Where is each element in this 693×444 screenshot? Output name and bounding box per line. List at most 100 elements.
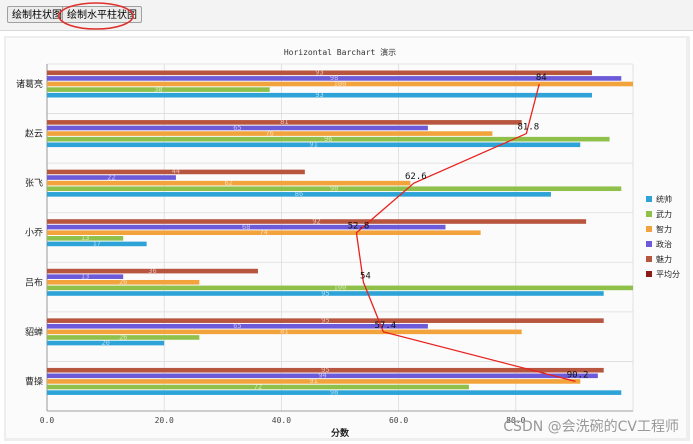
bar-value-label: 91 [309, 141, 317, 149]
bar-value-label: 72 [254, 383, 262, 391]
bar-value-label: 100 [334, 80, 347, 88]
category-label: 曹操 [25, 375, 43, 387]
bar-value-label: 81 [280, 328, 288, 336]
average-value-label: 90.2 [567, 370, 589, 380]
bar-value-label: 76 [265, 129, 273, 137]
bar-智力 [47, 180, 411, 186]
bar-value-label: 86 [295, 190, 303, 198]
bar-value-label: 95 [321, 366, 329, 374]
bar-政治 [47, 125, 428, 131]
bar-政治 [47, 323, 428, 329]
bar-统帅 [47, 291, 604, 296]
bar-value-label: 92 [312, 217, 320, 225]
bar-value-label: 74 [260, 229, 268, 237]
bar-政治 [47, 175, 176, 180]
average-value-label: 81.8 [518, 123, 540, 133]
category-label: 赵云 [25, 128, 43, 140]
legend-swatch [646, 256, 652, 262]
bar-魅力 [47, 70, 592, 76]
category-label: 吕布 [25, 276, 43, 288]
legend-swatch [646, 241, 652, 247]
bar-统帅 [47, 241, 147, 247]
category-label: 貂蝉 [25, 326, 43, 338]
bar-统帅 [47, 192, 551, 197]
chart-container: Horizontal Barchart 演示 0.0 20.0 40.0 60.0 80.… [6, 38, 686, 438]
average-value-label: 84 [536, 73, 547, 83]
x-tick-label: 80.0 [506, 416, 525, 425]
bar-武力 [47, 236, 124, 241]
bar-政治 [47, 373, 598, 379]
legend-swatch [646, 226, 652, 232]
bar-统帅 [47, 142, 581, 148]
bar-魅力 [47, 318, 604, 323]
average-line [355, 83, 576, 383]
bar-value-label: 17 [93, 240, 101, 248]
bar-value-label: 93 [315, 91, 323, 99]
average-value-label: 54 [360, 271, 371, 281]
chart-title: Horizontal Barchart 演示 [284, 47, 396, 57]
bar-value-label: 44 [172, 168, 180, 176]
bar-智力 [47, 379, 581, 384]
legend-swatch [646, 211, 652, 217]
bar-value-label: 26 [119, 278, 127, 286]
bar-value-label: 93 [315, 69, 323, 77]
bar-value-label: 26 [119, 333, 127, 341]
category-label: 诸葛亮 [16, 78, 43, 90]
bar-武力 [47, 136, 610, 142]
bar-政治 [47, 76, 622, 81]
x-tick-label: 40.0 [272, 416, 291, 425]
bar-value-label: 20 [101, 339, 109, 347]
legend-label: 政治 [656, 239, 672, 249]
bar-魅力 [47, 169, 305, 175]
bar-value-label: 65 [233, 124, 241, 132]
horizontal-bar-chart: Horizontal Barchart 演示 0.0 20.0 40.0 60.0 80.… [16, 47, 680, 438]
x-tick-label: 20.0 [155, 416, 174, 425]
bar-value-label: 13 [81, 234, 89, 242]
bar-value-label: 13 [81, 272, 89, 280]
legend-swatch [646, 196, 652, 202]
bar-value-label: 68 [242, 223, 250, 231]
watermark: CSDN @会洗碗的CV工程师 [503, 419, 679, 435]
legend-swatch [646, 271, 652, 277]
bar-智力 [47, 131, 493, 136]
bar-value-label: 91 [309, 377, 317, 385]
bar-value-label: 95 [321, 316, 329, 324]
draw-horizontal-bar-chart-button[interactable]: 绘制水平柱状图 [62, 6, 142, 23]
bar-政治 [47, 224, 446, 230]
bar-武力 [47, 335, 200, 340]
bar-统帅 [47, 340, 165, 346]
bar-智力 [47, 230, 481, 236]
bar-value-label: 81 [280, 118, 288, 126]
draw-bar-chart-button[interactable]: 绘制柱状图 [7, 6, 67, 23]
average-value-label: 57.4 [375, 321, 397, 331]
bar-统帅 [47, 92, 592, 98]
category-label: 小乔 [25, 227, 43, 239]
average-value-label: 62.6 [405, 172, 427, 182]
bar-value-label: 22 [107, 173, 115, 181]
bar-value-label: 96 [324, 135, 332, 143]
bar-魅力 [47, 219, 587, 224]
legend-label: 平均分 [656, 269, 680, 279]
bar-value-label: 65 [233, 322, 241, 330]
legend-label: 智力 [656, 224, 672, 234]
bar-value-label: 38 [154, 85, 162, 93]
bar-value-label: 100 [334, 284, 347, 292]
average-value-label: 52.8 [348, 222, 370, 232]
bar-value-label: 98 [330, 74, 338, 82]
toolbar: 绘制柱状图 绘制水平柱状图 [0, 0, 693, 31]
bar-value-label: 94 [318, 372, 326, 380]
legend-label: 统帅 [656, 194, 672, 204]
bar-武力 [47, 384, 469, 390]
bar-魅力 [47, 367, 604, 373]
bar-value-label: 95 [321, 289, 329, 297]
bar-统帅 [47, 390, 622, 395]
legend-label: 武力 [656, 209, 672, 219]
bar-智力 [47, 329, 522, 335]
x-axis-label: 分数 [331, 427, 350, 438]
bar-政治 [47, 274, 124, 279]
bar-武力 [47, 87, 270, 92]
bar-魅力 [47, 120, 522, 125]
legend-label: 魅力 [656, 254, 672, 264]
bar-魅力 [47, 268, 258, 274]
bar-value-label: 36 [148, 267, 156, 275]
